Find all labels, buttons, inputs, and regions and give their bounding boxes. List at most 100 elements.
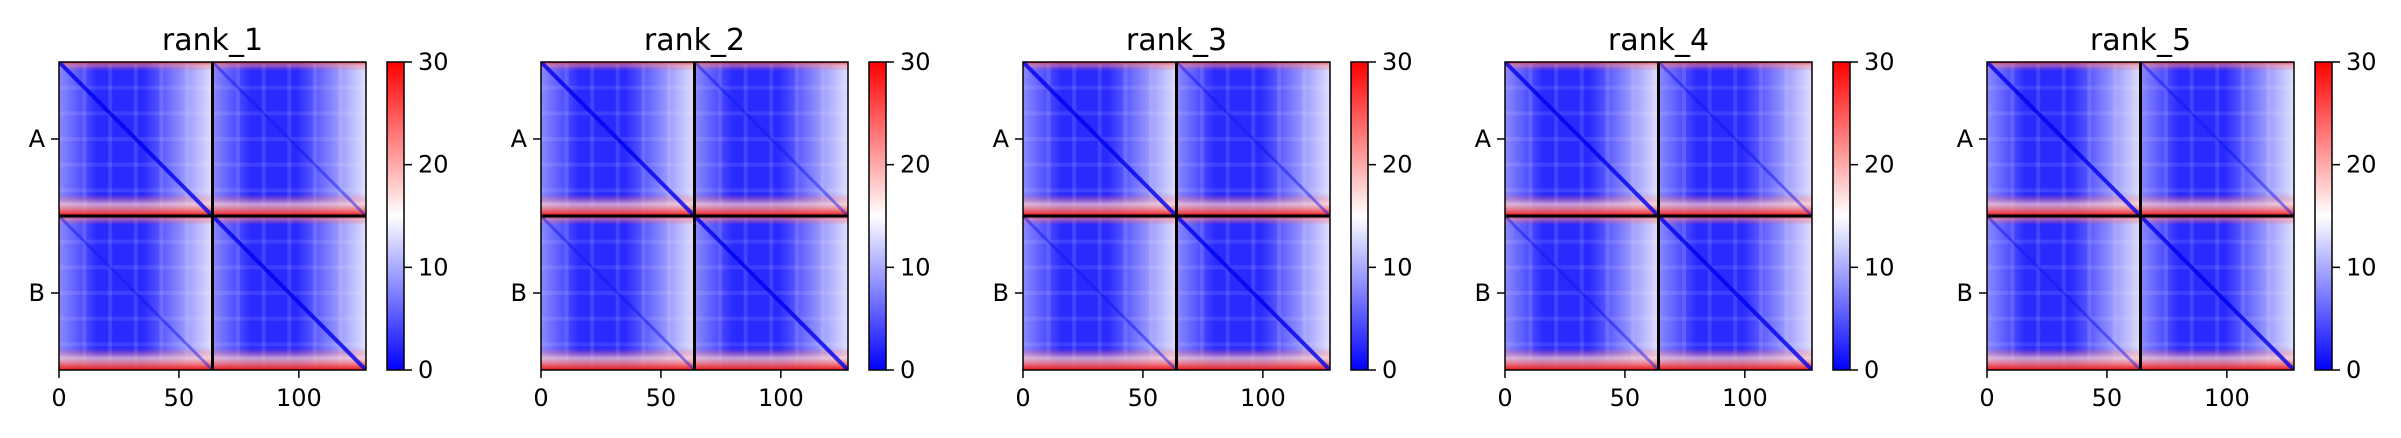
heatmap-band [2036, 216, 2041, 370]
heatmap-band [1023, 342, 1177, 347]
heatmap-band [133, 216, 138, 370]
heatmap-band [641, 62, 646, 216]
heatmap-band [694, 239, 848, 244]
x-tick-label: 50 [646, 384, 677, 412]
colorbar: 0 10 20 30 [1832, 48, 1895, 384]
heatmap-edge-high [59, 348, 213, 370]
heatmap-region [625, 62, 695, 216]
x-tick-label: 50 [1610, 384, 1641, 412]
colorbar-gradient [387, 62, 404, 370]
heatmap-diagonal [2139, 214, 2294, 370]
heatmap-edge-high [1023, 62, 1177, 71]
colorbar-tick-label: 30 [418, 48, 449, 76]
heatmap-band [82, 216, 87, 370]
heatmap-band [541, 111, 695, 116]
heatmap-edge-high [1505, 348, 1659, 370]
x-tick-label: 100 [276, 384, 322, 412]
heatmap-region [694, 216, 733, 370]
heatmap-band [1987, 342, 2141, 347]
heatmap-band [564, 62, 569, 216]
heatmap-band [287, 62, 292, 216]
heatmap-band [1605, 62, 1610, 216]
heatmap-band [1987, 316, 2141, 321]
heatmap-region [1505, 62, 1544, 216]
heatmap-region [1176, 216, 1215, 370]
heatmap-region [1260, 216, 1330, 370]
heatmap-diagonal [1175, 214, 1330, 370]
plot-frame [540, 61, 849, 371]
heatmap-diagonal [1987, 214, 2142, 370]
heatmap-band [1072, 62, 1077, 216]
heatmap-band [820, 62, 825, 216]
heatmap-edge-high [1987, 348, 2141, 370]
heatmap-diagonal [211, 62, 366, 218]
heatmap-diagonal [2139, 62, 2294, 218]
heatmap-edge-high [59, 62, 213, 71]
heatmap-band [159, 62, 164, 216]
colorbar-gradient [1833, 62, 1850, 370]
heatmap-band [1987, 188, 2141, 193]
heatmap-edge-high [694, 62, 848, 71]
heatmap-band [1023, 162, 1177, 167]
colorbar-frame [386, 61, 405, 371]
heatmap-band [1505, 239, 1659, 244]
heatmap-diagonal [1657, 214, 1812, 370]
heatmap-region [59, 62, 98, 216]
heatmap-band [1023, 188, 1177, 193]
heatmap-region [778, 216, 848, 370]
heatmap-band [2010, 62, 2015, 216]
heatmap-region [694, 62, 733, 216]
heatmap-band [236, 62, 241, 216]
colorbar-tick-label: 30 [2346, 48, 2377, 76]
heatmap-region [625, 216, 695, 370]
heatmap-edge-high [1176, 348, 1330, 370]
heatmap-band [1505, 111, 1659, 116]
heatmap-band [590, 216, 595, 370]
heatmap-band [1658, 162, 1812, 167]
plot-frame [58, 61, 367, 371]
heatmap-band [59, 111, 213, 116]
heatmap-band [212, 342, 366, 347]
heatmap-band [1023, 265, 1177, 270]
x-tick-label: 50 [2092, 384, 2123, 412]
heatmap-edge-high [212, 194, 366, 216]
heatmap-band [1505, 265, 1659, 270]
heatmap-region [59, 216, 98, 370]
heatmap-panel: rank_2 0 50 100 A B 0 10 20 30 [511, 23, 931, 412]
heatmap-band [743, 62, 748, 216]
heatmap-region [1742, 216, 1812, 370]
heatmap-band [312, 62, 317, 216]
heatmap-band [694, 111, 848, 116]
heatmap-band [1733, 62, 1738, 216]
colorbar-tick-label: 20 [1864, 151, 1895, 179]
heatmap-band [2140, 162, 2294, 167]
heatmap-region [541, 62, 580, 216]
heatmap-band [1605, 216, 1610, 370]
heatmap-region [2140, 62, 2179, 216]
colorbar-tick-label: 0 [2346, 356, 2361, 384]
colorbar-frame [2314, 61, 2333, 371]
heatmap-band [212, 162, 366, 167]
y-tick-label: B [1475, 279, 1491, 307]
heatmap-panel: rank_1 0 50 100 A B 0 10 20 30 [29, 23, 449, 412]
heatmap-band [59, 188, 213, 193]
heatmap-band [590, 62, 595, 216]
heatmap-band [1200, 62, 1205, 216]
heatmap-diagonal [1657, 62, 1812, 218]
heatmap-band [794, 62, 799, 216]
heatmap-band [2266, 62, 2271, 216]
heatmap-band [1987, 162, 2141, 167]
heatmap-band [541, 239, 695, 244]
colorbar-frame [868, 61, 887, 371]
colorbar-tick-label: 20 [900, 151, 931, 179]
heatmap-band [2036, 62, 2041, 216]
heatmap-edge-high [1023, 194, 1177, 216]
heatmap-band [108, 216, 113, 370]
colorbar-tick-label: 0 [1864, 356, 1879, 384]
panel-title: rank_1 [162, 23, 263, 58]
heatmap-edge-high [1987, 62, 2141, 71]
x-tick-label: 0 [1979, 384, 1994, 412]
heatmap-band [1784, 62, 1789, 216]
heatmap-band [2140, 137, 2294, 141]
